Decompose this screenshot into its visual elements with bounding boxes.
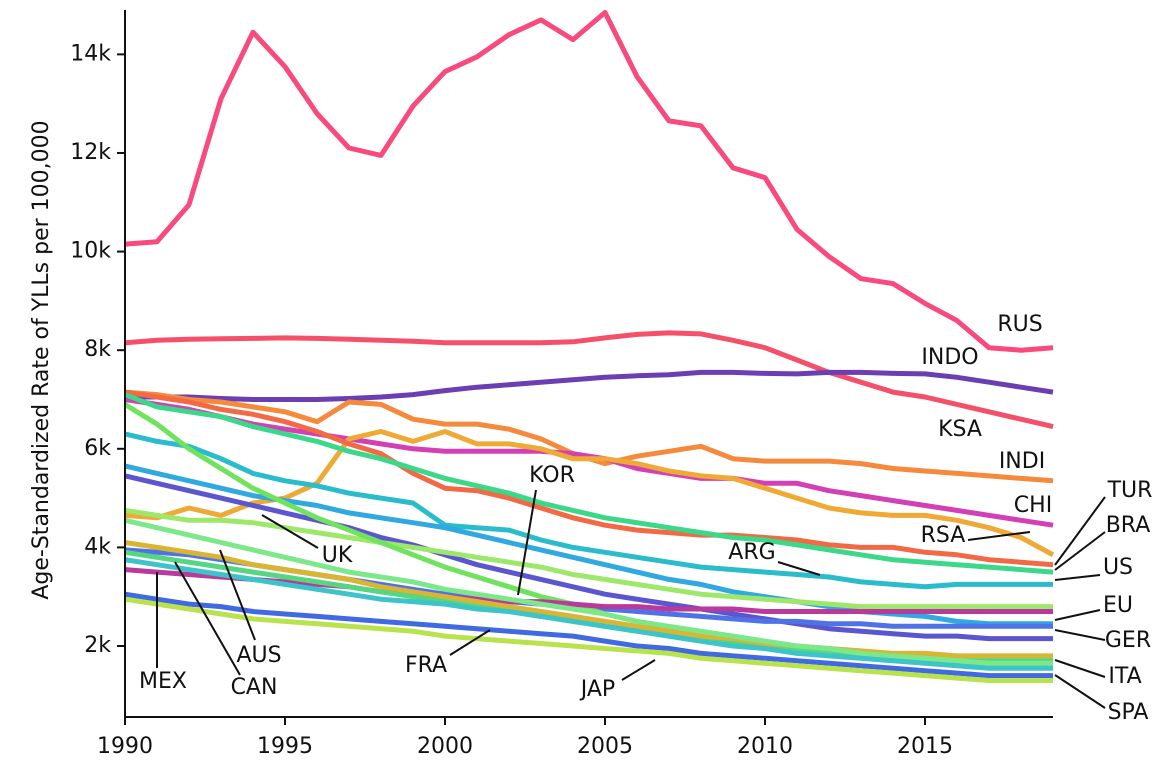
- series-line: [124, 517, 1053, 666]
- label-leader: [1054, 659, 1106, 678]
- series-label: MEX: [139, 669, 187, 694]
- label-leader: [967, 531, 1031, 541]
- series-line: [124, 596, 1053, 683]
- series-label: US: [1103, 555, 1133, 580]
- label-leader: [621, 659, 656, 681]
- series-line: [124, 389, 1054, 568]
- label-leader: [261, 514, 319, 549]
- y-tick-label: 2k: [84, 633, 111, 658]
- series-label: ITA: [1108, 664, 1141, 689]
- series-line: [124, 463, 1053, 627]
- series-label: TUR: [1107, 478, 1153, 503]
- x-tick-label: 2005: [577, 734, 633, 759]
- y-tick-label: 12k: [70, 140, 111, 165]
- series-label: AUS: [236, 643, 281, 668]
- x-tick-label: 1995: [257, 734, 313, 759]
- label-leader: [219, 549, 256, 641]
- series-label: FRA: [405, 653, 447, 678]
- label-leader: [777, 561, 821, 576]
- series-label: RSA: [921, 523, 966, 548]
- label-leader: [1054, 531, 1106, 571]
- series-line: [124, 540, 1053, 659]
- series-line: [124, 507, 1053, 610]
- series-label: BRA: [1106, 513, 1151, 538]
- y-axis-title: Age-Standardized Rate of YLLs per 100,00…: [29, 120, 54, 599]
- label-leader: [1054, 609, 1101, 621]
- series-label: INDI: [999, 449, 1045, 474]
- series-label: CAN: [231, 675, 278, 700]
- y-tick-label: 4k: [84, 534, 111, 559]
- series-line: [124, 591, 1053, 679]
- series-line: [124, 389, 1054, 484]
- series-line: [124, 473, 1053, 642]
- y-tick-label: 8k: [84, 337, 111, 362]
- label-leader: [1054, 629, 1106, 641]
- series-label: KOR: [529, 463, 575, 488]
- label-leader: [517, 489, 537, 596]
- label-leader: [1054, 674, 1106, 709]
- label-leader: [1054, 574, 1101, 581]
- label-leader: [174, 561, 241, 676]
- x-tick-label: 2000: [417, 734, 473, 759]
- label-leader: [449, 629, 491, 656]
- series-label: UK: [322, 543, 353, 568]
- series-label: KSA: [938, 417, 982, 442]
- series-line: [124, 330, 1054, 430]
- series-line: [124, 392, 1054, 575]
- series-label: INDO: [921, 345, 978, 370]
- series-label: GER: [1105, 628, 1151, 653]
- series-label: SPA: [1108, 700, 1149, 725]
- y-tick-label: 6k: [84, 436, 111, 461]
- series-label: ARG: [728, 540, 775, 565]
- x-tick-label: 2015: [897, 734, 953, 759]
- series-label: CHI: [1014, 493, 1052, 518]
- series-label: RUS: [997, 312, 1042, 337]
- series-line: [124, 10, 1054, 353]
- y-tick-label: 14k: [70, 41, 111, 66]
- series-line: [124, 431, 1053, 590]
- series-label: JAP: [579, 677, 615, 702]
- label-leader: [1054, 496, 1106, 566]
- series-line: [125, 369, 1054, 402]
- x-tick-label: 2010: [737, 734, 793, 759]
- y-tick-label: 10k: [70, 239, 111, 264]
- x-tick-label: 1990: [97, 734, 153, 759]
- series-line: [124, 557, 1053, 671]
- series-label: EU: [1103, 593, 1133, 618]
